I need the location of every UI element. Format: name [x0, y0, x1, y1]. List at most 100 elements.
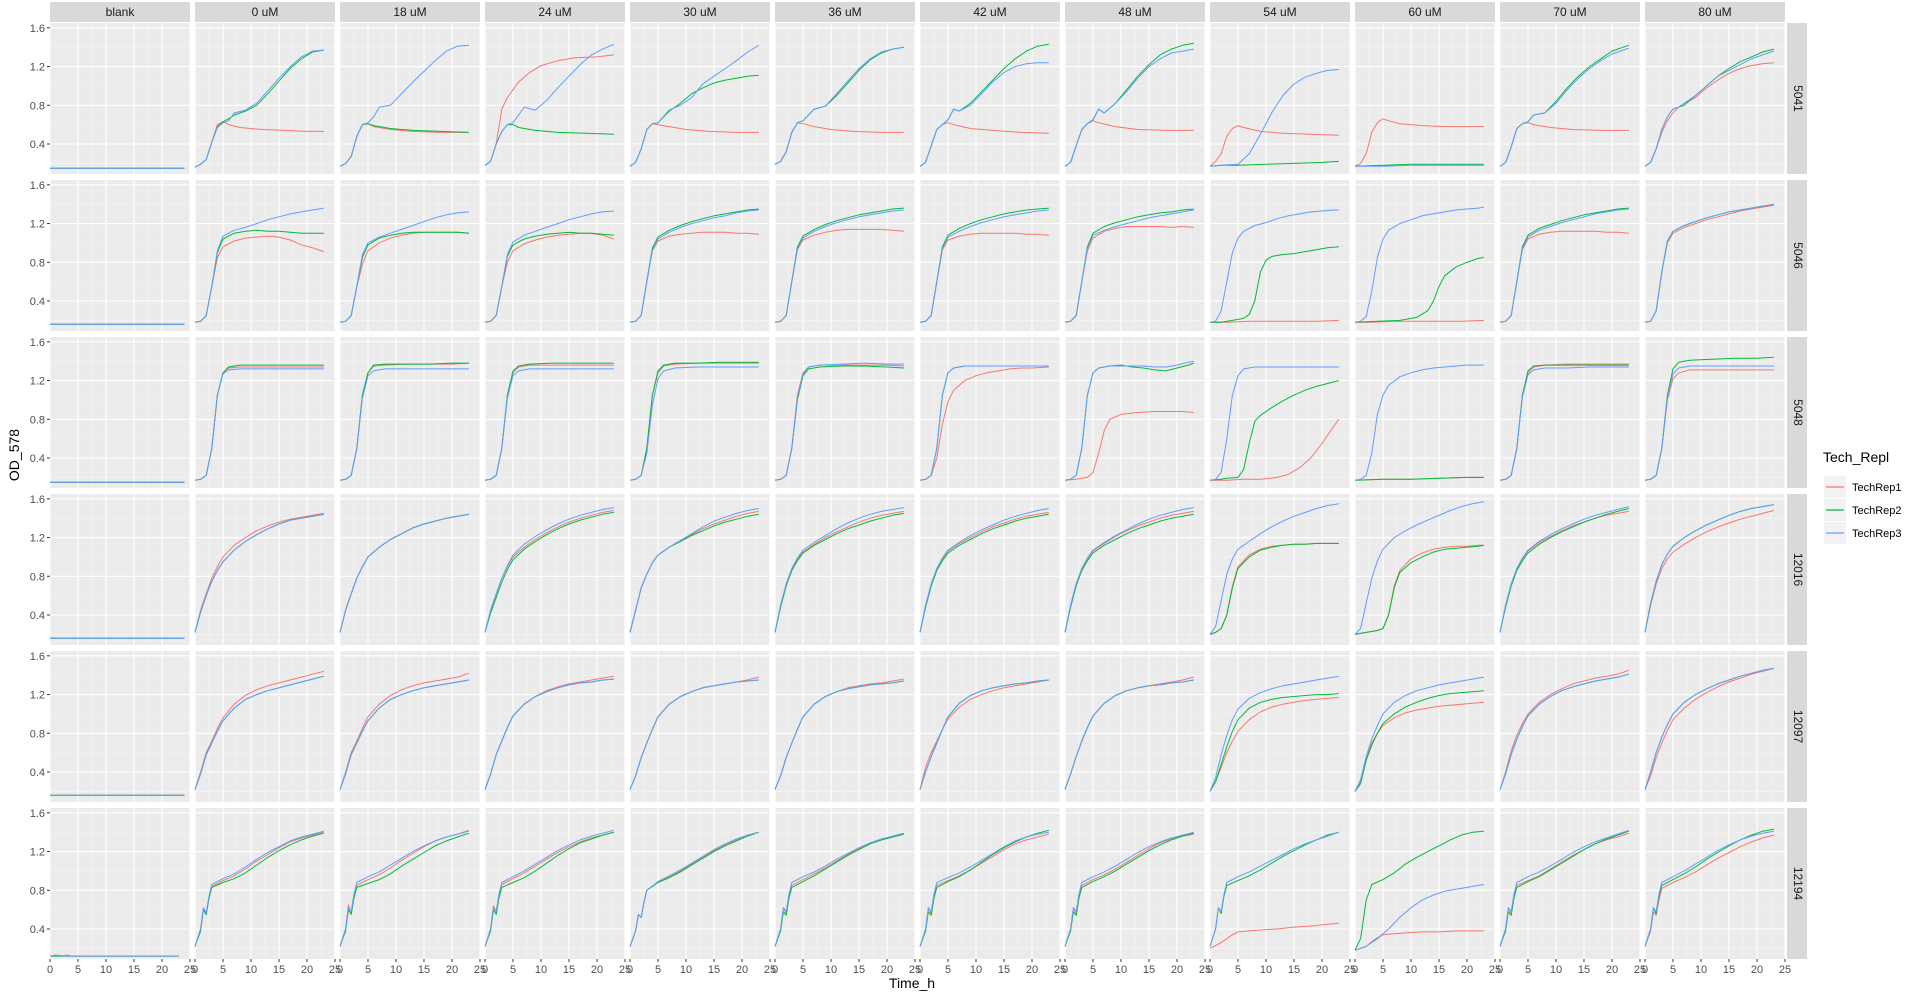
y-tick-label: 1.2 — [30, 847, 45, 859]
series-line-techrep2 — [484, 831, 614, 947]
series-line-techrep3 — [484, 368, 614, 481]
legend: Tech_Repl TechRep1 TechRep2 TechRep3 — [1823, 449, 1902, 544]
x-axis-title: Time_h — [889, 975, 935, 991]
x-tick-label: 20 — [881, 964, 893, 976]
x-tick-label: 15 — [1578, 964, 1590, 976]
x-tick-label: 10 — [1115, 964, 1127, 976]
series-line-techrep3 — [1064, 831, 1194, 947]
series-line-techrep1 — [1209, 125, 1339, 167]
column-strip — [775, 2, 915, 22]
y-tick-label: 1.6 — [30, 23, 45, 35]
series-line-techrep2 — [1210, 246, 1339, 323]
x-tick-label: 0 — [772, 964, 778, 976]
x-tick-label: 10 — [1405, 964, 1417, 976]
series-line-techrep1 — [1209, 697, 1339, 792]
series-line-techrep2 — [484, 511, 614, 633]
series-line-techrep2 — [1354, 690, 1484, 792]
x-tick-label: 5 — [220, 964, 226, 976]
series-line-techrep2 — [1064, 513, 1194, 633]
y-tick-label: 0.4 — [30, 767, 45, 779]
series-line-techrep3 — [484, 678, 614, 790]
row-strip-label: 5046 — [1791, 242, 1805, 269]
x-tick-label: 20 — [1751, 964, 1763, 976]
x-tick-label: 25 — [1779, 964, 1791, 976]
series-line-techrep2 — [1354, 256, 1484, 323]
column-strip-label: blank — [106, 5, 136, 19]
x-tick-label: 15 — [1143, 964, 1155, 976]
x-tick-label: 20 — [1606, 964, 1618, 976]
series-line-techrep3 — [49, 954, 179, 957]
x-tick-label: 10 — [1550, 964, 1562, 976]
series-line-techrep3 — [1209, 69, 1339, 167]
series-line-techrep1 — [1644, 510, 1774, 633]
series-line-techrep2 — [1354, 830, 1484, 951]
series-line-techrep2 — [1209, 542, 1339, 635]
y-tick-label: 1.2 — [30, 219, 45, 231]
column-strip — [920, 2, 1060, 22]
x-tick-label: 0 — [627, 964, 633, 976]
x-tick-label: 10 — [390, 964, 402, 976]
series-line-techrep3 — [1355, 164, 1484, 167]
series-line-techrep3 — [629, 831, 759, 947]
series-line-techrep2 — [339, 832, 469, 947]
series-line-techrep1 — [484, 831, 614, 947]
series-line-techrep1 — [1499, 669, 1629, 790]
series-line-techrep3 — [1064, 679, 1194, 790]
series-line-techrep3 — [1644, 50, 1774, 167]
x-tick-label: 0 — [1352, 964, 1358, 976]
x-tick-label: 15 — [1288, 964, 1300, 976]
series-line-techrep1 — [1355, 319, 1484, 323]
x-tick-label: 25 — [1344, 964, 1356, 976]
series-line-techrep2 — [1209, 693, 1339, 792]
x-tick-label: 10 — [245, 964, 257, 976]
x-tick-label: 5 — [75, 964, 81, 976]
row-strip-label: 12097 — [1791, 710, 1805, 744]
legend-title: Tech_Repl — [1823, 449, 1889, 465]
x-tick-label: 15 — [273, 964, 285, 976]
column-strip-label: 48 uM — [1118, 5, 1151, 19]
column-strip-label: 80 uM — [1698, 5, 1731, 19]
column-strip — [1645, 2, 1785, 22]
series-line-techrep3 — [919, 831, 1049, 947]
series-line-techrep2 — [1499, 830, 1629, 947]
panel-grid: blank 0 uM 18 uM 24 uM 30 uM 36 uM 42 uM 48 uM 5… — [30, 2, 1807, 976]
legend-label: TechRep1 — [1852, 482, 1902, 494]
x-tick-label: 20 — [1461, 964, 1473, 976]
x-tick-label: 15 — [708, 964, 720, 976]
x-tick-label: 0 — [1207, 964, 1213, 976]
series-line-techrep3 — [1064, 360, 1194, 481]
x-tick-label: 20 — [301, 964, 313, 976]
series-line-techrep3 — [1209, 209, 1339, 323]
x-tick-label: 15 — [128, 964, 140, 976]
series-line-techrep3 — [339, 830, 469, 947]
series-line-techrep1 — [1064, 833, 1194, 947]
column-strip — [1210, 2, 1350, 22]
x-tick-label: 15 — [998, 964, 1010, 976]
series-line-techrep3 — [629, 366, 759, 481]
x-tick-label: 10 — [825, 964, 837, 976]
y-tick-label: 0.8 — [30, 100, 45, 112]
series-line-techrep1 — [1354, 118, 1484, 167]
y-tick-label: 1.6 — [30, 180, 45, 192]
x-tick-label: 25 — [329, 964, 341, 976]
legend-label: TechRep2 — [1852, 505, 1902, 517]
x-tick-label: 5 — [655, 964, 661, 976]
x-tick-label: 25 — [1199, 964, 1211, 976]
y-tick-label: 0.4 — [30, 296, 45, 308]
x-tick-label: 25 — [1054, 964, 1066, 976]
x-tick-label: 5 — [365, 964, 371, 976]
row-strip-label: 12194 — [1791, 867, 1805, 901]
x-tick-label: 15 — [853, 964, 865, 976]
column-strip-label: 54 uM — [1263, 5, 1296, 19]
y-tick-label: 1.2 — [30, 62, 45, 74]
series-line-techrep1 — [1354, 930, 1484, 951]
row-strip — [1787, 337, 1807, 488]
column-strip — [1355, 2, 1495, 22]
series-line-techrep3 — [629, 679, 759, 790]
x-tick-label: 25 — [474, 964, 486, 976]
series-line-techrep3 — [1354, 206, 1484, 323]
series-line-techrep3 — [1499, 366, 1629, 481]
row-strip — [1787, 808, 1807, 959]
x-tick-label: 0 — [1642, 964, 1648, 976]
